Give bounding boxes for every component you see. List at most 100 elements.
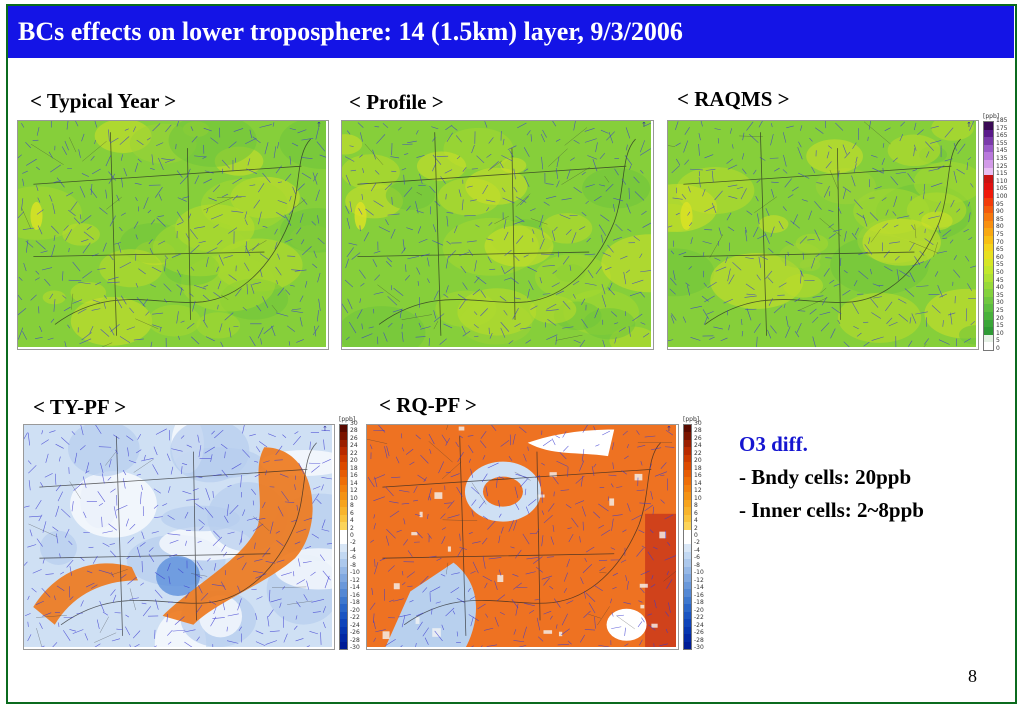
colorbar-cell [984, 281, 993, 290]
colorbar-tick-label: -18 [350, 599, 360, 607]
colorbar-tick-label: -14 [694, 584, 704, 592]
colorbar-cell [684, 537, 691, 545]
colorbar-tick-label: -30 [694, 644, 704, 651]
notes-line-boundary: - Bndy cells: 20ppb [739, 465, 912, 489]
colorbar-tick-label: -4 [350, 546, 356, 554]
colorbar-cell [684, 529, 691, 538]
colorbar-tick-label: 125 [996, 162, 1008, 170]
colorbar-cell [340, 634, 347, 643]
colorbar-tick-label: 20 [350, 457, 358, 465]
colorbar-cell [340, 641, 347, 650]
page-number: 8 [968, 666, 977, 686]
colorbar-tick-label: 30 [350, 420, 358, 427]
colorbar-cell [984, 312, 993, 321]
colorbar-tick-label: 28 [694, 427, 702, 435]
label-profile: < Profile > [349, 90, 444, 114]
label-typical-year: < Typical Year > [30, 89, 177, 113]
diff-colorbar-left-unit: [ppb] [339, 416, 356, 423]
colorbar-cell [984, 160, 993, 169]
diff-colorbar-left [339, 424, 348, 650]
colorbar-tick-label: 40 [996, 284, 1004, 292]
ozone-colorbar-unit: [ppb] [983, 113, 1000, 120]
slide-frame [6, 4, 1017, 704]
colorbar-cell [984, 327, 993, 336]
colorbar-cell [684, 514, 691, 523]
colorbar-tick-label: 115 [996, 170, 1008, 178]
ozone-colorbar [983, 121, 994, 351]
colorbar-tick-label: 26 [350, 434, 358, 442]
colorbar-tick-label: -30 [350, 644, 360, 651]
colorbar-tick-label: 5 [996, 337, 1000, 345]
north-arrow-icon: ↑ [641, 121, 647, 129]
colorbar-tick-label: 8 [350, 502, 354, 510]
colorbar-cell [984, 228, 993, 237]
colorbar-cell [340, 581, 347, 590]
colorbar-tick-label: -4 [694, 546, 700, 554]
colorbar-tick-label: 8 [694, 502, 698, 510]
colorbar-tick-label: 30 [694, 420, 702, 427]
colorbar-tick-label: 90 [996, 208, 1004, 216]
label-raqms: < RAQMS > [677, 87, 790, 111]
colorbar-tick-label: 4 [694, 517, 698, 525]
colorbar-cell [340, 454, 347, 463]
diff-colorbar-right [683, 424, 692, 650]
label-rq-pf: < RQ-PF > [379, 393, 477, 417]
colorbar-tick-label: 2 [350, 524, 354, 532]
colorbar-cell [340, 529, 347, 538]
colorbar-cell [984, 122, 993, 131]
colorbar-cell [340, 499, 347, 508]
map-typical-year: ↑ [17, 120, 329, 350]
colorbar-tick-label: 50 [996, 269, 1004, 276]
colorbar-tick-label: 10 [694, 494, 702, 502]
colorbar-tick-label: -22 [694, 614, 704, 622]
diff-colorbar-right-unit: [ppb] [683, 416, 700, 423]
colorbar-cell [684, 544, 691, 553]
colorbar-tick-label: -10 [694, 569, 704, 577]
colorbar-tick-label: -24 [694, 621, 704, 629]
colorbar-cell [684, 574, 691, 583]
colorbar-cell [684, 507, 691, 516]
colorbar-tick-label: 70 [996, 238, 1004, 246]
colorbar-cell [984, 258, 993, 267]
colorbar-tick-label: 4 [350, 517, 354, 525]
colorbar-cell [340, 477, 347, 486]
colorbar-tick-label: 155 [996, 139, 1008, 147]
colorbar-tick-label: 0 [350, 532, 354, 539]
notes-heading: O3 diff. [739, 432, 808, 456]
colorbar-tick-label: 75 [996, 231, 1004, 238]
colorbar-cell [340, 604, 347, 613]
map-graphic [367, 425, 676, 647]
colorbar-tick-label: 6 [694, 509, 698, 517]
colorbar-cell [684, 454, 691, 463]
colorbar-cell [340, 432, 347, 441]
colorbar-cell [340, 492, 347, 501]
colorbar-cell [340, 537, 347, 545]
colorbar-tick-label: -14 [350, 584, 360, 592]
colorbar-cell [684, 432, 691, 441]
colorbar-tick-label: -28 [694, 636, 704, 644]
colorbar-cell [984, 213, 993, 222]
colorbar-tick-label: 22 [694, 449, 702, 457]
colorbar-cell [684, 484, 691, 493]
colorbar-cell [984, 144, 993, 153]
colorbar-tick-label: 100 [996, 193, 1008, 200]
colorbar-tick-label: 14 [350, 479, 358, 487]
colorbar-tick-label: 55 [996, 261, 1004, 269]
colorbar-tick-label: 65 [996, 246, 1004, 254]
colorbar-cell [684, 589, 691, 598]
colorbar-tick-label: 10 [996, 329, 1004, 337]
colorbar-cell [984, 182, 993, 191]
colorbar-cell [684, 581, 691, 590]
colorbar-cell [340, 566, 347, 575]
colorbar-cell [340, 507, 347, 516]
colorbar-tick-label: 0 [996, 345, 1000, 352]
colorbar-tick-label: -6 [350, 554, 356, 562]
colorbar-cell [340, 626, 347, 635]
colorbar-tick-label: 60 [996, 253, 1004, 261]
colorbar-tick-label: 28 [350, 427, 358, 435]
colorbar-cell [684, 425, 691, 433]
colorbar-cell [984, 175, 993, 184]
colorbar-cell [340, 559, 347, 568]
north-arrow-icon: ↑ [322, 425, 328, 433]
colorbar-cell [340, 447, 347, 456]
